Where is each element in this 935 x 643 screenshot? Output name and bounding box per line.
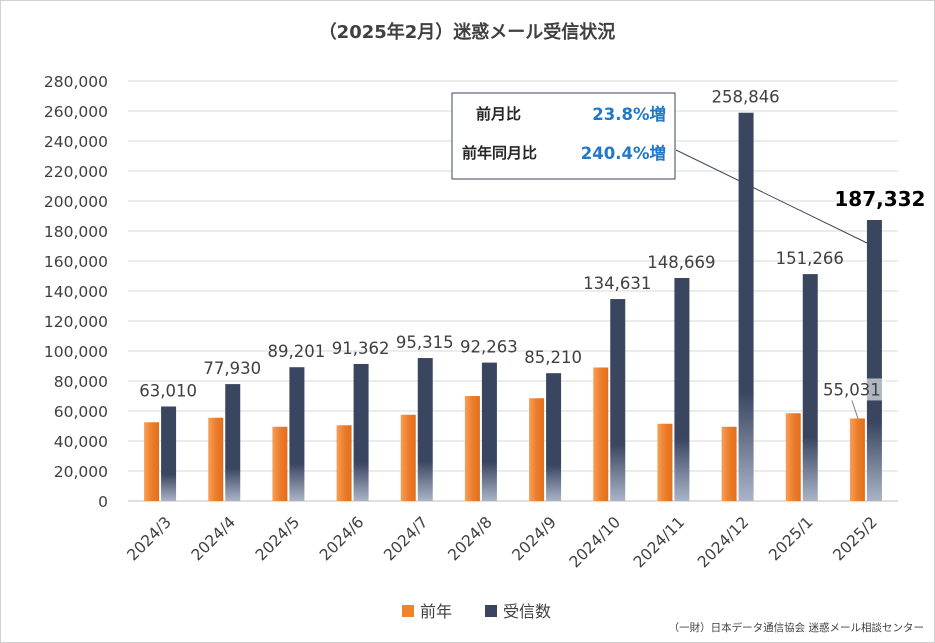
bar-previous-year xyxy=(785,413,801,501)
bar-received xyxy=(161,406,177,501)
bar-previous-year xyxy=(336,425,352,501)
data-label-received: 148,669 xyxy=(647,253,715,272)
source-note: （一財）日本データ通信協会 迷惑メール相談センター xyxy=(669,621,924,634)
y-tick-label: 0 xyxy=(98,493,108,511)
data-label-received: 151,266 xyxy=(776,249,844,268)
bar-previous-year xyxy=(400,414,416,501)
x-tick-label: 2024/9 xyxy=(509,513,560,564)
y-tick-label: 220,000 xyxy=(44,163,108,181)
mom-label: 前月比 xyxy=(476,105,521,123)
bar-received xyxy=(417,358,433,501)
data-label-received: 134,631 xyxy=(583,274,651,293)
y-tick-label: 120,000 xyxy=(44,313,108,331)
data-label-previous-year: 55,031 xyxy=(823,380,881,399)
y-axis-ticks: 0 20,000 40,000 60,000 80,000 100,000 120,000 1… xyxy=(44,73,108,511)
x-tick-label: 2024/6 xyxy=(316,513,367,564)
y-tick-label: 100,000 xyxy=(44,343,108,361)
x-tick-label: 2024/3 xyxy=(124,513,175,564)
y-tick-label: 80,000 xyxy=(54,373,108,391)
data-label-received: 85,210 xyxy=(524,348,582,367)
bar-received xyxy=(802,274,818,501)
bar-received xyxy=(481,362,497,501)
data-label-received: 92,263 xyxy=(460,338,518,357)
x-tick-label: 2025/1 xyxy=(765,513,816,564)
x-tick-label: 2024/10 xyxy=(566,513,624,571)
bar-previous-year xyxy=(272,426,288,501)
y-tick-label: 140,000 xyxy=(44,283,108,301)
y-tick-label: 200,000 xyxy=(44,193,108,211)
legend-label-previous-year: 前年 xyxy=(420,602,452,621)
y-tick-label: 20,000 xyxy=(54,463,108,481)
bar-previous-year xyxy=(144,422,160,501)
bar-previous-year xyxy=(208,417,224,501)
data-labels: 63,010 77,930 89,201 91,362 95,315 92,263 85,2… xyxy=(139,88,925,419)
x-tick-label: 2024/7 xyxy=(380,513,431,564)
bar-previous-year xyxy=(529,398,545,501)
legend-label-received: 受信数 xyxy=(503,602,551,621)
data-label-received: 91,362 xyxy=(332,339,390,358)
data-label-leader xyxy=(851,400,859,419)
mom-value: 23.8%増 xyxy=(592,104,666,124)
x-tick-label: 2024/4 xyxy=(188,513,239,564)
y-tick-label: 40,000 xyxy=(54,433,108,451)
bar-received xyxy=(674,277,690,501)
bar-received xyxy=(225,384,241,501)
bar-previous-year xyxy=(657,423,673,501)
stats-callout-box xyxy=(451,92,676,180)
y-tick-label: 160,000 xyxy=(44,253,108,271)
bar-received xyxy=(738,112,754,501)
bar-previous-year xyxy=(593,367,609,501)
bar-received xyxy=(546,373,562,501)
x-tick-label: 2024/5 xyxy=(252,513,303,564)
x-tick-label: 2024/11 xyxy=(630,513,688,571)
legend-swatch-received xyxy=(485,605,497,617)
x-tick-label: 2025/2 xyxy=(829,513,880,564)
x-tick-label: 2024/8 xyxy=(444,513,495,564)
bars xyxy=(144,112,882,501)
callout-leader-line xyxy=(675,149,868,244)
data-label-received: 95,315 xyxy=(396,333,454,352)
yoy-label: 前年同月比 xyxy=(462,144,537,162)
x-tick-label: 2024/12 xyxy=(694,513,752,571)
data-label-received: 63,010 xyxy=(139,381,197,400)
y-tick-label: 240,000 xyxy=(44,133,108,151)
x-axis-ticks: 2024/3 2024/4 2024/5 2024/6 2024/7 2024/8 2024… xyxy=(124,513,881,571)
y-tick-label: 280,000 xyxy=(44,73,108,91)
bar-received xyxy=(353,363,369,501)
bar-previous-year xyxy=(464,396,480,501)
data-label-received: 77,930 xyxy=(203,359,261,378)
chart-title: （2025年2月）迷惑メール受信状況 xyxy=(319,21,616,43)
y-tick-label: 180,000 xyxy=(44,223,108,241)
y-tick-label: 60,000 xyxy=(54,403,108,421)
bar-received xyxy=(289,367,305,501)
bar-received xyxy=(866,220,882,501)
data-label-received: 89,201 xyxy=(268,342,326,361)
bar-previous-year xyxy=(849,418,865,501)
bar-previous-year xyxy=(721,426,737,501)
y-tick-label: 260,000 xyxy=(44,103,108,121)
yoy-value: 240.4%増 xyxy=(581,143,666,163)
data-label-background xyxy=(819,378,886,401)
bar-received xyxy=(610,299,626,501)
data-label-received: 187,332 xyxy=(834,187,925,211)
legend-swatch-previous-year xyxy=(402,605,414,617)
data-label-received: 258,846 xyxy=(711,88,779,107)
